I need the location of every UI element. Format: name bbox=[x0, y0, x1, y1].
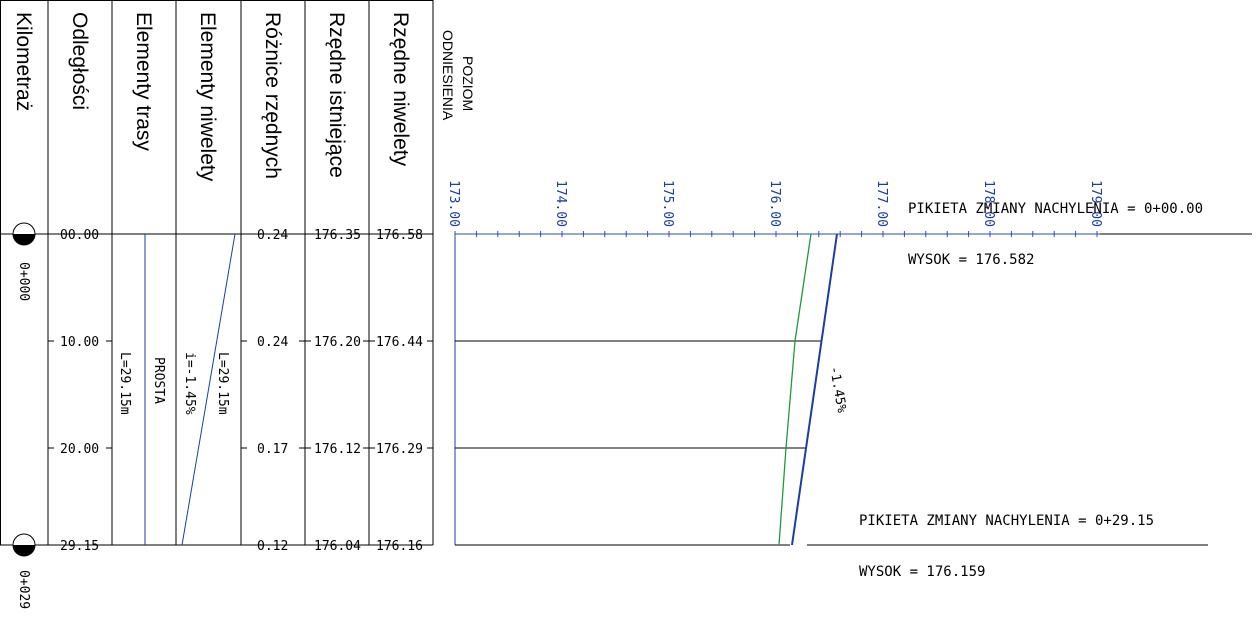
station-marker-end bbox=[12, 533, 36, 557]
existing-ground-line bbox=[778, 233, 812, 546]
header-rzedne-istniejace: Rzędne istniejące bbox=[325, 12, 348, 178]
distance-0: 00.00 bbox=[60, 228, 99, 243]
station-label-start: 0+000 bbox=[16, 262, 31, 301]
header-kilometraz: Kilometraż bbox=[12, 12, 35, 111]
slope-label: -1.45% bbox=[826, 365, 849, 414]
station-label-end: 0+029 bbox=[16, 570, 31, 609]
scale-tick-label: 177.00 bbox=[874, 180, 889, 227]
station-marker-start bbox=[12, 222, 36, 246]
header-poziom: POZIOM bbox=[460, 56, 476, 111]
column-headers: Kilometraż Odległości Elementy trasy Ele… bbox=[12, 12, 476, 182]
diff-2: 0.17 bbox=[257, 442, 288, 457]
profile-frame bbox=[454, 233, 1252, 546]
scale-tick-label: 179.00 bbox=[1088, 180, 1103, 227]
route-type: PROSTA bbox=[151, 357, 166, 404]
header-elementy-niwelety: Elementy niwelety bbox=[196, 12, 219, 182]
existing-0: 176.35 bbox=[314, 228, 361, 243]
grade-length: L=29.15m bbox=[215, 352, 230, 415]
design-grade-line bbox=[791, 233, 838, 546]
diff-3: 0.12 bbox=[257, 539, 288, 554]
header-odniesienia: ODNIESIENIA bbox=[440, 30, 456, 121]
header-odleglosci: Odległości bbox=[68, 12, 91, 110]
distance-2: 20.00 bbox=[60, 442, 99, 457]
diff-1: 0.24 bbox=[257, 335, 288, 350]
scale-tick-label: 174.00 bbox=[553, 180, 568, 227]
end-pikieta-note: PIKIETA ZMIANY NACHYLENIA = 0+29.15 bbox=[859, 513, 1154, 529]
scale-tick-label: 178.00 bbox=[981, 180, 996, 227]
scale-tick-label: 173.00 bbox=[446, 180, 461, 227]
grade-1: 176.44 bbox=[376, 335, 423, 350]
existing-3: 176.04 bbox=[314, 539, 361, 554]
grade-0: 176.58 bbox=[376, 228, 423, 243]
route-length: L=29.15m bbox=[117, 352, 132, 415]
start-wysok-note: WYSOK = 176.582 bbox=[908, 252, 1034, 268]
existing-1: 176.20 bbox=[314, 335, 361, 350]
scale-tick-label: 175.00 bbox=[660, 180, 675, 227]
header-roznice-rzednych: Różnice rzędnych bbox=[261, 12, 284, 179]
table-grid bbox=[0, 0, 434, 546]
grade-slope: i=-1.45% bbox=[182, 352, 197, 415]
scale-tick-label: 176.00 bbox=[767, 180, 782, 227]
table-values: 00.00 10.00 20.00 29.15 0.24 0.24 0.17 0… bbox=[60, 228, 423, 554]
start-pikieta-note: PIKIETA ZMIANY NACHYLENIA = 0+00.00 bbox=[908, 201, 1203, 217]
diff-0: 0.24 bbox=[257, 228, 288, 243]
elevation-scale: 173.00 174.00 175.00 176.00 177.00 178.00 179.… bbox=[446, 180, 1103, 237]
grade-2: 176.29 bbox=[376, 442, 423, 457]
end-wysok-note: WYSOK = 176.159 bbox=[859, 564, 985, 580]
existing-2: 176.12 bbox=[314, 442, 361, 457]
grade-element-line bbox=[181, 233, 236, 546]
header-rzedne-niwelety: Rzędne niwelety bbox=[389, 12, 412, 167]
distance-3: 29.15 bbox=[60, 539, 99, 554]
grade-3: 176.16 bbox=[376, 539, 423, 554]
distance-1: 10.00 bbox=[60, 335, 99, 350]
header-elementy-trasy: Elementy trasy bbox=[132, 12, 155, 151]
row-ticks bbox=[48, 340, 433, 449]
